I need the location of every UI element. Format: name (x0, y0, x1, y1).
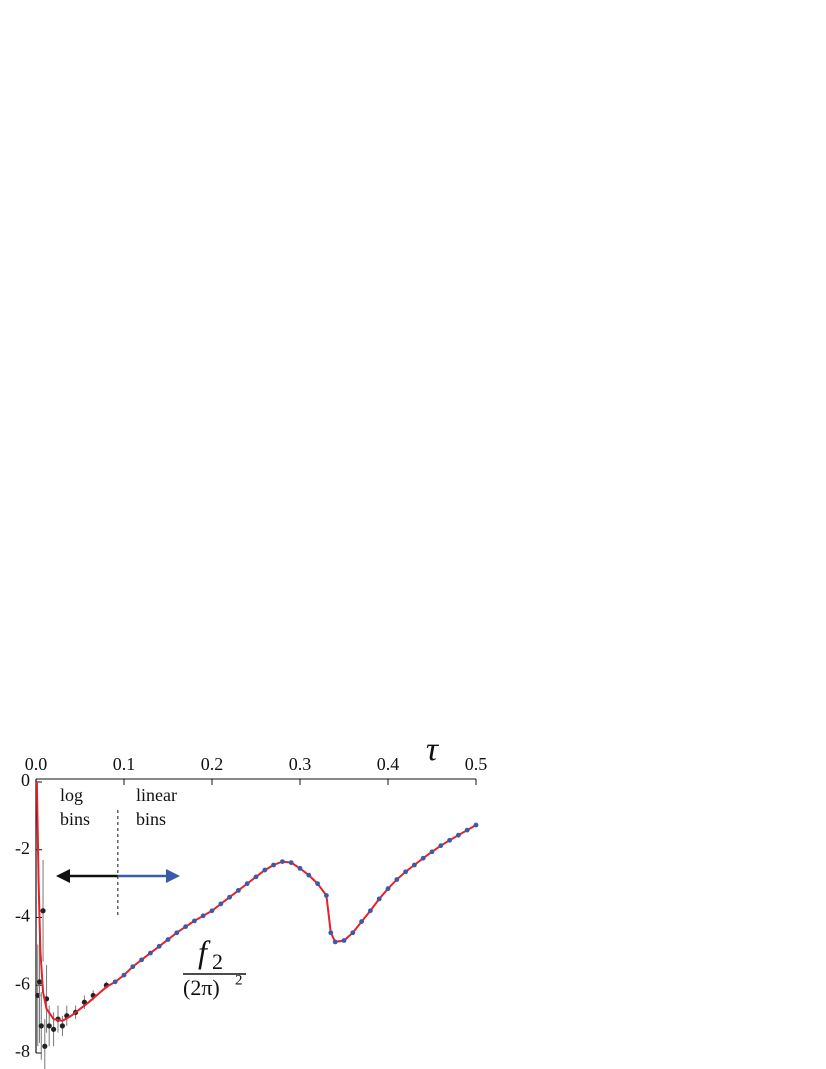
point (403, 869, 408, 875)
x-tick-label: 0.4 (377, 754, 400, 774)
point (51, 1026, 57, 1032)
y-tick-label: -2 (15, 838, 30, 858)
point (447, 837, 452, 843)
x-tick-label: 0.2 (201, 754, 224, 774)
point (262, 867, 268, 873)
y-tick-label: -8 (15, 1041, 30, 1061)
ylabel-denominator-sup: 2 (235, 972, 243, 988)
y-axis-label: f 2 (2π) 2 (183, 933, 246, 1000)
y-tick-label: 0 (21, 770, 30, 790)
point (236, 888, 241, 893)
x-tick-label: 0.1 (113, 754, 136, 774)
point (297, 865, 303, 871)
point (359, 919, 364, 924)
point (420, 855, 426, 861)
point (368, 908, 373, 914)
series-line (114, 824, 477, 983)
point (288, 860, 294, 866)
point (42, 1043, 48, 1049)
point (456, 832, 461, 838)
point (183, 924, 189, 930)
point (244, 881, 250, 887)
point (429, 849, 435, 855)
point (130, 964, 136, 970)
point (165, 937, 171, 942)
point (306, 872, 312, 878)
point (385, 886, 391, 892)
point (174, 930, 180, 936)
point (59, 1023, 65, 1029)
point (332, 939, 338, 945)
point (112, 979, 118, 985)
point (280, 859, 285, 865)
point (315, 881, 320, 887)
point (328, 930, 334, 936)
x-tick-label: 0.3 (289, 754, 312, 774)
point (38, 1023, 44, 1029)
point (209, 908, 215, 914)
arrow-right-head (166, 869, 180, 883)
x-axis-label: τ (426, 731, 440, 768)
point (464, 827, 470, 833)
point (350, 930, 356, 936)
point (376, 896, 382, 902)
x-tick-label: 0.5 (465, 754, 488, 774)
arrow-left-head (56, 869, 70, 883)
annotation: bins (60, 809, 90, 829)
series-line (35, 781, 116, 1022)
point (271, 862, 276, 868)
point (218, 901, 224, 907)
point (412, 862, 417, 868)
point (473, 822, 479, 828)
y-tick-label: -6 (15, 973, 30, 993)
ylabel-numerator: f (198, 933, 211, 969)
point (253, 874, 259, 880)
point (394, 877, 400, 882)
point (36, 979, 43, 985)
y-tick-label: -4 (15, 906, 30, 926)
point (156, 943, 162, 949)
point (227, 894, 233, 900)
point (200, 913, 206, 919)
point (192, 918, 197, 924)
point (341, 938, 347, 943)
annotation: linear (136, 785, 177, 805)
point (148, 950, 153, 956)
ylabel-numerator-sub: 2 (212, 949, 223, 974)
point (46, 1023, 52, 1029)
annotation: log (60, 785, 83, 805)
ylabel-denominator: (2π) (183, 975, 220, 1000)
annotation: bins (136, 809, 166, 829)
point (324, 893, 329, 898)
point (40, 908, 46, 914)
point (121, 972, 127, 978)
x-tick-label: 0.0 (25, 754, 48, 774)
point (438, 843, 444, 849)
point (139, 957, 145, 963)
